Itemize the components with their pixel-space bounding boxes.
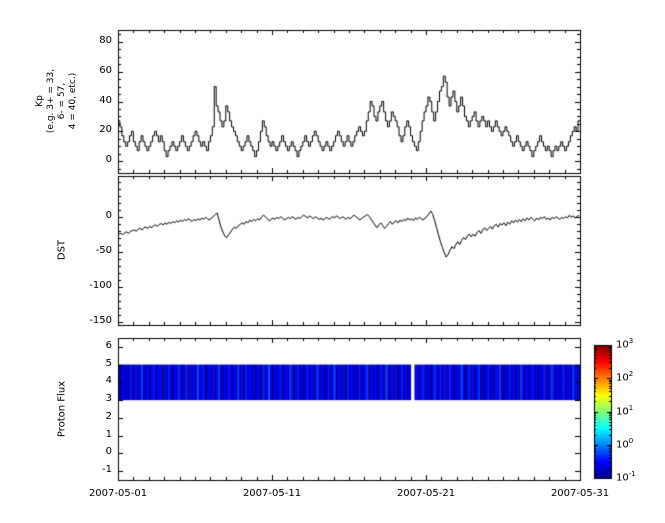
space-weather-figure: Kp (e.g. 3+ = 33, 6- = 57, 4 = 40, etc.)… [0, 0, 665, 523]
chart-canvas [0, 0, 665, 523]
